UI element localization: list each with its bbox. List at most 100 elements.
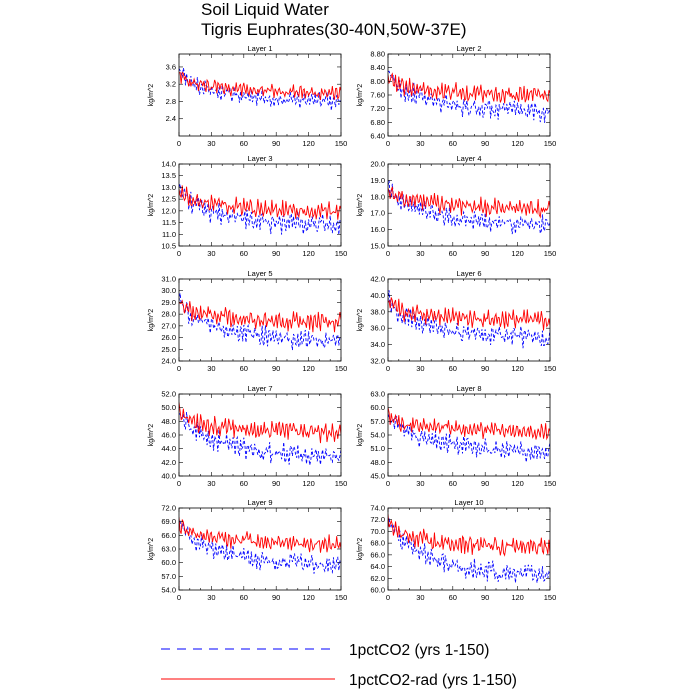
x-tick-label-layer-5: 120: [302, 364, 315, 373]
y-tick-label-layer-2: 8.80: [370, 50, 385, 59]
plot-frame-layer-10: [387, 507, 551, 591]
x-tick-label-layer-4: 90: [481, 249, 489, 258]
x-tick-label-layer-9: 0: [177, 593, 181, 602]
y-tick-label-layer-5: 31.0: [161, 275, 176, 284]
y-axis-label-layer-3: kg/m^2: [148, 194, 155, 216]
y-tick-label-layer-5: 30.0: [161, 286, 176, 295]
x-tick-label-layer-8: 120: [511, 479, 524, 488]
y-tick-label-layer-4: 18.0: [370, 192, 385, 201]
y-tick-label-layer-9: 60.0: [161, 558, 176, 567]
series-1pctco2-line-layer-5: [179, 293, 341, 351]
x-tick-label-layer-10: 120: [511, 593, 524, 602]
series-1pctco2-rad-line-layer-9: [179, 516, 341, 553]
x-tick-label-layer-2: 120: [511, 139, 524, 148]
y-tick-label-layer-9: 66.0: [161, 531, 176, 540]
series-1pctco2-rad-line-layer-2: [388, 72, 550, 104]
series-1pctco2-line-layer-4: [388, 180, 550, 235]
panel-title-layer-2: Layer 2: [456, 44, 481, 53]
y-tick-label-layer-8: 60.0: [370, 403, 385, 412]
x-tick-label-layer-3: 0: [177, 249, 181, 258]
y-axis-label-layer-6: kg/m^2: [357, 309, 364, 331]
series-1pctco2-rad-line-layer-4: [388, 186, 550, 219]
y-tick-label-layer-4: 19.0: [370, 176, 385, 185]
x-tick-label-layer-6: 60: [449, 364, 457, 373]
y-tick-label-layer-2: 7.60: [370, 91, 385, 100]
y-tick-label-layer-9: 72.0: [161, 504, 176, 513]
x-tick-label-layer-10: 90: [481, 593, 489, 602]
y-tick-label-layer-7: 44.0: [161, 444, 176, 453]
y-tick-label-layer-4: 16.0: [370, 225, 385, 234]
x-tick-label-layer-3: 90: [272, 249, 280, 258]
x-tick-label-layer-8: 90: [481, 479, 489, 488]
y-tick-label-layer-6: 34.0: [370, 340, 385, 349]
y-tick-label-layer-10: 68.0: [370, 539, 385, 548]
y-tick-label-layer-10: 74.0: [370, 504, 385, 513]
x-tick-label-layer-7: 60: [240, 479, 248, 488]
x-tick-label-layer-3: 120: [302, 249, 315, 258]
x-tick-label-layer-2: 0: [386, 139, 390, 148]
series-1pctco2-line-layer-1: [179, 67, 341, 111]
series-1pctco2-rad-line-layer-6: [388, 297, 550, 331]
y-tick-label-layer-8: 45.0: [370, 472, 385, 481]
x-tick-label-layer-7: 120: [302, 479, 315, 488]
y-tick-label-layer-7: 50.0: [161, 403, 176, 412]
y-tick-label-layer-3: 13.5: [161, 171, 176, 180]
x-tick-label-layer-2: 90: [481, 139, 489, 148]
y-tick-label-layer-4: 15.0: [370, 242, 385, 251]
x-tick-label-layer-8: 0: [386, 479, 390, 488]
y-tick-label-layer-5: 27.0: [161, 321, 176, 330]
x-tick-label-layer-3: 150: [335, 249, 348, 258]
chart-title-line-2: Tigris Euphrates(30-40N,50W-37E): [201, 20, 467, 39]
series-1pctco2-line-layer-8: [388, 414, 550, 463]
y-tick-label-layer-10: 64.0: [370, 562, 385, 571]
x-tick-label-layer-9: 150: [335, 593, 348, 602]
panel-title-layer-3: Layer 3: [247, 154, 272, 163]
y-tick-label-layer-3: 12.0: [161, 206, 176, 215]
y-tick-label-layer-9: 54.0: [161, 586, 176, 595]
y-tick-label-layer-2: 7.20: [370, 104, 385, 113]
y-tick-label-layer-10: 70.0: [370, 527, 385, 536]
y-tick-label-layer-3: 11.0: [162, 230, 176, 239]
y-tick-label-layer-2: 8.40: [370, 63, 385, 72]
x-tick-label-layer-1: 150: [335, 139, 348, 148]
y-tick-label-layer-1: 2.4: [166, 114, 176, 123]
y-axis-label-layer-1: kg/m^2: [148, 84, 155, 106]
series-1pctco2-line-layer-2: [388, 70, 550, 123]
x-tick-label-layer-3: 60: [240, 249, 248, 258]
x-tick-label-layer-8: 150: [544, 479, 557, 488]
x-tick-label-layer-6: 30: [416, 364, 424, 373]
y-tick-label-layer-8: 48.0: [370, 458, 385, 467]
plot-frame-layer-1: [178, 53, 342, 137]
y-tick-label-layer-8: 57.0: [370, 417, 385, 426]
y-tick-label-layer-1: 2.8: [166, 97, 176, 106]
x-tick-label-layer-9: 90: [272, 593, 280, 602]
y-axis-label-layer-9: kg/m^2: [148, 538, 155, 560]
y-tick-label-layer-3: 12.5: [161, 195, 176, 204]
series-1pctco2-rad-line-layer-8: [388, 407, 550, 441]
y-tick-label-layer-6: 36.0: [370, 324, 385, 333]
x-tick-label-layer-1: 30: [207, 139, 215, 148]
x-tick-label-layer-4: 0: [386, 249, 390, 258]
x-tick-label-layer-2: 60: [449, 139, 457, 148]
y-tick-label-layer-1: 3.2: [166, 80, 176, 89]
series-1pctco2-rad-line-layer-3: [179, 185, 341, 220]
y-axis-label-layer-10: kg/m^2: [357, 538, 364, 560]
series-1pctco2-rad-line-layer-10: [388, 514, 550, 557]
y-tick-label-layer-3: 10.5: [161, 242, 176, 251]
y-tick-label-layer-10: 72.0: [370, 515, 385, 524]
panel-title-layer-5: Layer 5: [247, 269, 272, 278]
series-1pctco2-rad-line-layer-5: [179, 299, 341, 333]
y-tick-label-layer-6: 32.0: [370, 357, 385, 366]
y-tick-label-layer-6: 42.0: [370, 275, 385, 284]
legend-label-1pctco2: 1pctCO2 (yrs 1-150): [349, 642, 489, 659]
y-tick-label-layer-9: 63.0: [161, 545, 176, 554]
series-1pctco2-line-layer-3: [179, 183, 341, 235]
x-tick-label-layer-9: 30: [207, 593, 215, 602]
x-tick-label-layer-1: 120: [302, 139, 315, 148]
plot-frame-layer-3: [178, 163, 342, 247]
series-1pctco2-rad-line-layer-7: [179, 402, 341, 444]
y-tick-label-layer-8: 63.0: [370, 390, 385, 399]
x-tick-label-layer-7: 0: [177, 479, 181, 488]
x-tick-label-layer-5: 0: [177, 364, 181, 373]
x-tick-label-layer-6: 90: [481, 364, 489, 373]
